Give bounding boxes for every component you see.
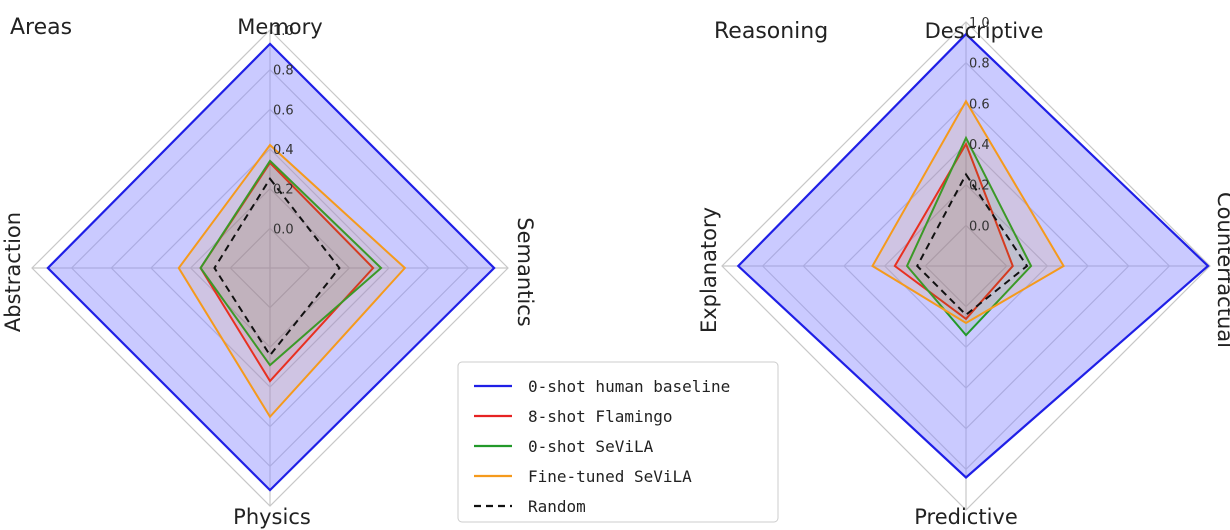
series-finetuned — [871, 99, 1065, 325]
series-random — [213, 177, 341, 357]
series-human — [736, 32, 1210, 479]
radial-tick-label: 0.8 — [969, 57, 990, 72]
radar-chart-reasoning: 0.0 0.2 0.4 0.6 0.8 1.0 Descriptive Counterfac… — [697, 16, 1230, 529]
series-flamingo — [893, 141, 1014, 321]
axis-label-explanatory: Explanatory — [697, 207, 721, 333]
series-sevila — [199, 159, 383, 367]
chart-title-reasoning: Reasoning — [714, 19, 828, 44]
radial-tick-label: 0.2 — [273, 183, 294, 198]
radial-tick-label: 0.6 — [969, 97, 990, 112]
chart-legend: 0-shot human baseline 8-shot Flamingo 0-sh… — [457, 361, 779, 523]
radial-tick-label: 1.0 — [273, 24, 294, 39]
legend-frame — [457, 361, 779, 523]
radial-tick-label: 0.6 — [273, 103, 294, 118]
axis-label-descriptive: Descriptive — [925, 19, 1044, 43]
chart-title-areas: Areas — [10, 15, 72, 40]
radial-tick-label: 0.8 — [273, 64, 294, 79]
radial-tick-label: 0.0 — [969, 219, 990, 234]
legend-label: Random — [528, 497, 586, 516]
radial-tick-label: 0.0 — [273, 222, 294, 237]
radial-tick-label: 0.4 — [273, 143, 294, 158]
legend-label: 8-shot Flamingo — [528, 407, 673, 426]
axis-label-predictive: Predictive — [914, 505, 1018, 529]
axis-label-counterfactual: Counterfactual — [1213, 192, 1230, 348]
series-human — [46, 42, 496, 492]
radar-chart-areas: 0.0 0.2 0.4 0.6 0.8 1.0 Memory Semantics Physic… — [1, 15, 537, 529]
axis-label-semantics: Semantics — [513, 217, 537, 326]
legend-label: Fine-tuned SeViLA — [528, 467, 692, 486]
radial-tick-label: 0.2 — [969, 179, 990, 194]
axis-label-abstraction: Abstraction — [1, 212, 25, 332]
axis-label-memory: Memory — [237, 15, 322, 39]
legend-label: 0-shot human baseline — [528, 377, 730, 396]
radial-tick-label: 0.4 — [969, 138, 990, 153]
legend-label: 0-shot SeViLA — [528, 437, 654, 456]
series-random — [915, 172, 1029, 317]
series-finetuned — [177, 143, 407, 419]
axis-label-physics: Physics — [233, 505, 311, 529]
radial-tick-label: 1.0 — [969, 16, 990, 31]
